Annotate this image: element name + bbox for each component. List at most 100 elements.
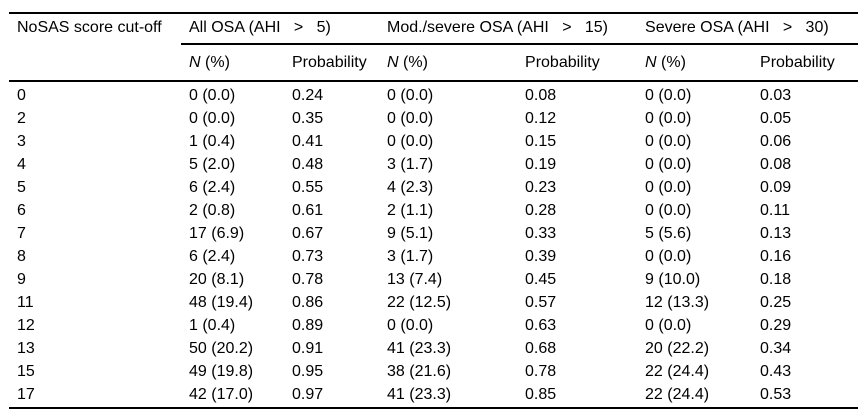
table-row: 5 6 (2.4) 0.55 4 (2.3) 0.23 0 (0.0) 0.09: [9, 177, 858, 200]
cell-severe-probability: 0.13: [760, 225, 792, 242]
cell-cutoff: 5: [17, 179, 26, 196]
cell-all-osa-n: 6 (2.4): [189, 248, 236, 265]
cell-severe-probability: 0.29: [760, 317, 792, 334]
table-row: 2 0 (0.0) 0.35 0 (0.0) 0.12 0 (0.0) 0.05: [9, 108, 858, 131]
subheader-row: N (%) Probability N (%) Probability N (%…: [9, 44, 859, 82]
cell-severe-n: 0 (0.0): [645, 156, 692, 173]
subheader-mod-severe-n: N (%): [379, 44, 518, 82]
cell-severe-n: 0 (0.0): [645, 133, 692, 150]
cell-mod-severe-probability: 0.28: [525, 202, 557, 219]
cell-all-osa-n: 0 (0.0): [189, 87, 236, 104]
table-head: NoSAS score cut-off All OSA (AHI > 5) Mo…: [9, 13, 859, 82]
cell-cutoff: 4: [17, 156, 26, 173]
n-symbol: N: [387, 54, 399, 71]
cell-all-osa-n: 20 (8.1): [189, 271, 245, 288]
cell-cutoff: 13: [17, 340, 35, 357]
n-percent-label: (%): [200, 54, 230, 71]
subheader-all-osa-n: N (%): [181, 44, 284, 82]
subheader-mod-severe-probability: Probability: [517, 44, 638, 82]
cell-severe-probability: 0.25: [760, 294, 792, 311]
cell-all-osa-n: 6 (2.4): [189, 179, 236, 196]
cell-mod-severe-n: 41 (23.3): [387, 340, 452, 357]
table-row: 7 17 (6.9) 0.67 9 (5.1) 0.33 5 (5.6) 0.1…: [9, 223, 858, 246]
table-row: 9 20 (8.1) 0.78 13 (7.4) 0.45 9 (10.0) 0…: [9, 269, 858, 292]
cell-severe-n: 9 (10.0): [645, 271, 701, 288]
cell-mod-severe-probability: 0.23: [525, 179, 557, 196]
cell-mod-severe-probability: 0.63: [525, 317, 557, 334]
column-header-nosas-cutoff: NoSAS score cut-off: [9, 13, 181, 82]
cell-all-osa-probability: 0.95: [292, 363, 324, 380]
table-body: 0 0 (0.0) 0.24 0 (0.0) 0.08 0 (0.0) 0.03…: [9, 81, 858, 408]
group-header-severe-osa: Severe OSA (AHI > 30): [637, 13, 859, 45]
cell-all-osa-n: 1 (0.4): [189, 317, 236, 334]
table-row: 8 6 (2.4) 0.73 3 (1.7) 0.39 0 (0.0) 0.16: [9, 246, 858, 269]
cell-mod-severe-probability: 0.68: [525, 340, 557, 357]
cell-all-osa-probability: 0.55: [292, 179, 324, 196]
cell-severe-n: 0 (0.0): [645, 179, 692, 196]
cell-all-osa-n: 49 (19.8): [189, 363, 254, 380]
cell-severe-probability: 0.03: [760, 87, 792, 104]
table-row: 3 1 (0.4) 0.41 0 (0.0) 0.15 0 (0.0) 0.06: [9, 131, 858, 154]
cell-mod-severe-n: 9 (5.1): [387, 225, 434, 242]
cell-mod-severe-probability: 0.19: [525, 156, 557, 173]
cell-severe-probability: 0.43: [760, 363, 792, 380]
cell-mod-severe-probability: 0.33: [525, 225, 557, 242]
subheader-severe-n: N (%): [637, 44, 753, 82]
cell-severe-n: 0 (0.0): [645, 248, 692, 265]
cell-mod-severe-n: 0 (0.0): [387, 317, 434, 334]
cell-severe-probability: 0.18: [760, 271, 792, 288]
cell-severe-probability: 0.08: [760, 156, 792, 173]
table-row: 12 1 (0.4) 0.89 0 (0.0) 0.63 0 (0.0) 0.2…: [9, 315, 858, 338]
cell-mod-severe-n: 13 (7.4): [387, 271, 443, 288]
cell-mod-severe-probability: 0.85: [525, 386, 557, 403]
cell-all-osa-probability: 0.91: [292, 340, 324, 357]
cell-mod-severe-n: 0 (0.0): [387, 87, 434, 104]
cell-severe-probability: 0.16: [760, 248, 792, 265]
cell-mod-severe-probability: 0.08: [525, 87, 557, 104]
cell-severe-n: 20 (22.2): [645, 340, 710, 357]
table-row: 13 50 (20.2) 0.91 41 (23.3) 0.68 20 (22.…: [9, 338, 858, 361]
n-symbol: N: [645, 54, 657, 71]
cell-all-osa-probability: 0.41: [292, 133, 324, 150]
cell-mod-severe-probability: 0.39: [525, 248, 557, 265]
cell-mod-severe-n: 41 (23.3): [387, 386, 452, 403]
cell-all-osa-probability: 0.48: [292, 156, 324, 173]
nosas-osa-probability-table: NoSAS score cut-off All OSA (AHI > 5) Mo…: [9, 12, 859, 409]
cell-mod-severe-n: 0 (0.0): [387, 133, 434, 150]
cell-severe-n: 0 (0.0): [645, 317, 692, 334]
cell-severe-n: 0 (0.0): [645, 110, 692, 127]
table-row: 11 48 (19.4) 0.86 22 (12.5) 0.57 12 (13.…: [9, 292, 858, 315]
cell-cutoff: 17: [17, 386, 35, 403]
cell-all-osa-n: 5 (2.0): [189, 156, 236, 173]
cell-mod-severe-probability: 0.12: [525, 110, 557, 127]
cell-mod-severe-n: 4 (2.3): [387, 179, 434, 196]
cell-all-osa-probability: 0.73: [292, 248, 324, 265]
cell-severe-probability: 0.05: [760, 110, 792, 127]
cell-severe-probability: 0.11: [760, 202, 790, 219]
table-row: 4 5 (2.0) 0.48 3 (1.7) 0.19 0 (0.0) 0.08: [9, 154, 858, 177]
cell-cutoff: 0: [17, 87, 26, 104]
cell-severe-n: 0 (0.0): [645, 87, 692, 104]
table-row: 17 42 (17.0) 0.97 41 (23.3) 0.85 22 (24.…: [9, 384, 858, 408]
table-row: 15 49 (19.8) 0.95 38 (21.6) 0.78 22 (24.…: [9, 361, 858, 384]
cell-severe-probability: 0.34: [760, 340, 792, 357]
cell-cutoff: 2: [17, 110, 26, 127]
n-percent-label: (%): [398, 54, 428, 71]
cell-all-osa-n: 50 (20.2): [189, 340, 254, 357]
cell-mod-severe-probability: 0.45: [525, 271, 557, 288]
group-header-mod-severe-osa: Mod./severe OSA (AHI > 15): [379, 13, 638, 45]
cell-all-osa-probability: 0.35: [292, 110, 324, 127]
cell-cutoff: 12: [17, 317, 35, 334]
cell-all-osa-probability: 0.89: [292, 317, 324, 334]
cell-all-osa-probability: 0.97: [292, 386, 324, 403]
cell-all-osa-n: 2 (0.8): [189, 202, 236, 219]
cell-all-osa-probability: 0.78: [292, 271, 324, 288]
cell-mod-severe-probability: 0.78: [525, 363, 557, 380]
cell-all-osa-n: 48 (19.4): [189, 294, 254, 311]
cell-all-osa-n: 42 (17.0): [189, 386, 254, 403]
cell-all-osa-n: 1 (0.4): [189, 133, 236, 150]
cell-all-osa-n: 17 (6.9): [189, 225, 245, 242]
cell-severe-n: 22 (24.4): [645, 386, 710, 403]
cell-mod-severe-probability: 0.15: [525, 133, 557, 150]
